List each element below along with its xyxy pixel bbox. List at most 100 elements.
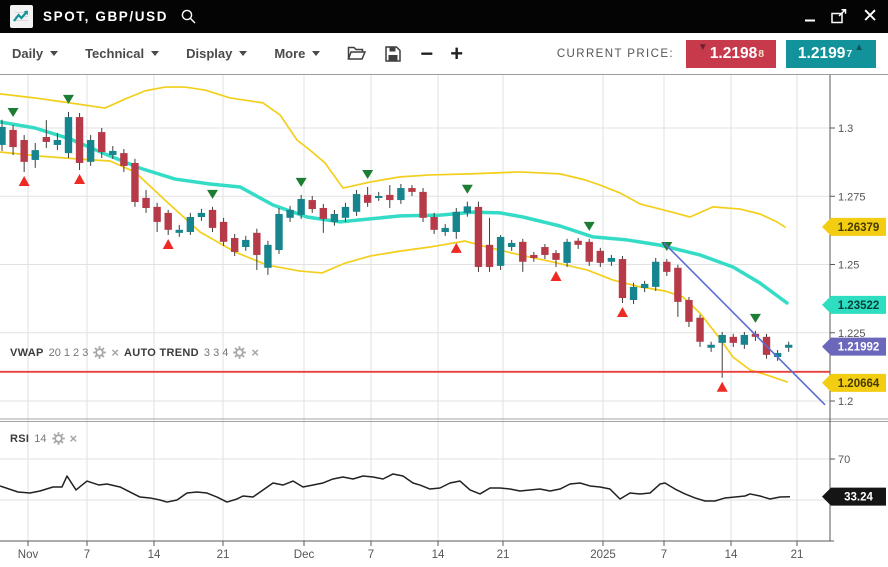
time-axis-label: 21 xyxy=(791,549,804,561)
save-icon[interactable] xyxy=(385,45,402,62)
candle xyxy=(784,341,793,352)
candle xyxy=(0,119,6,151)
candle xyxy=(718,331,726,378)
candle xyxy=(186,212,195,236)
candle xyxy=(330,209,339,226)
rsi-line xyxy=(0,473,791,503)
price-axis-label: 1.3 xyxy=(838,123,853,135)
settings-gear-icon[interactable] xyxy=(233,346,247,359)
time-axis-label: 7 xyxy=(368,549,374,561)
candle xyxy=(685,296,693,328)
title-bar: SPOT, GBP/USD ✕ xyxy=(0,0,888,33)
candle xyxy=(131,158,139,207)
timeframe-menu[interactable]: Daily xyxy=(12,46,59,61)
minimize-button[interactable] xyxy=(804,11,816,23)
price-chart-canvas[interactable]: 1.3 1.275 1.25 1.225 1.2 70 Nov 7 14 21 Dec 7 14 21 20… xyxy=(0,75,888,567)
candle xyxy=(419,188,427,222)
price-level-badge xyxy=(822,373,886,392)
moving-average-line xyxy=(0,120,789,305)
candle xyxy=(541,244,549,260)
candle xyxy=(696,314,704,347)
technical-menu[interactable]: Technical xyxy=(85,46,160,61)
candle xyxy=(496,235,505,270)
chevron-down-icon xyxy=(239,51,248,56)
candle xyxy=(629,282,638,305)
candle xyxy=(375,191,383,201)
zoom-out-button[interactable]: − xyxy=(420,40,434,66)
candle xyxy=(275,207,283,254)
display-menu[interactable]: Display xyxy=(186,46,248,61)
popout-button[interactable] xyxy=(831,9,847,24)
close-button[interactable]: ✕ xyxy=(862,6,878,27)
settings-gear-icon[interactable] xyxy=(93,346,107,359)
candle xyxy=(640,280,649,293)
price-up-arrow-icon: ▲ xyxy=(854,41,865,53)
zoom-in-button[interactable]: + xyxy=(450,40,464,66)
candle xyxy=(319,203,328,233)
time-axis-label: 7 xyxy=(84,549,90,561)
candle xyxy=(20,135,28,172)
candle xyxy=(519,238,527,272)
ask-price-fraction: 7 xyxy=(846,47,853,60)
more-menu[interactable]: More xyxy=(274,46,321,61)
candle xyxy=(352,189,361,216)
candle xyxy=(729,333,737,347)
candle xyxy=(363,186,372,207)
time-axis-label: 21 xyxy=(497,549,510,561)
candle xyxy=(452,207,460,239)
symbol-title: SPOT, GBP/USD xyxy=(43,9,169,24)
remove-indicator-icon[interactable]: × xyxy=(111,344,119,360)
candle xyxy=(109,146,117,159)
candle xyxy=(297,194,305,219)
price-level-badge xyxy=(822,487,886,506)
bid-price: 1.2198 xyxy=(709,44,758,62)
candle xyxy=(663,259,671,276)
candle xyxy=(86,135,95,166)
candle xyxy=(574,238,582,249)
candle xyxy=(98,128,106,159)
candle xyxy=(120,149,128,172)
bid-price-badge: ▼ 1.2198 8 xyxy=(686,39,776,68)
candle xyxy=(674,264,682,317)
search-icon[interactable] xyxy=(180,8,197,25)
candle xyxy=(474,201,483,272)
sell-signal-icon xyxy=(583,221,595,231)
candle xyxy=(308,195,316,213)
candle xyxy=(75,112,84,171)
buy-signal-icon xyxy=(616,306,628,317)
buy-signal-icon xyxy=(450,242,462,253)
time-axis-label: 7 xyxy=(661,549,667,561)
buy-signal-icon xyxy=(550,270,562,281)
auto-trend-line[interactable] xyxy=(663,242,826,406)
candle xyxy=(773,349,782,361)
buy-signal-icon xyxy=(74,174,86,185)
bollinger-upper-band xyxy=(0,86,786,228)
chevron-down-icon xyxy=(312,51,321,56)
price-axis-label: 1.25 xyxy=(838,260,859,272)
chart-area: 1.3 1.275 1.25 1.225 1.2 70 Nov 7 14 21 Dec 7 14 21 20… xyxy=(0,75,888,567)
settings-gear-icon[interactable] xyxy=(51,432,65,445)
remove-indicator-icon[interactable]: × xyxy=(69,430,78,446)
rsi-name: RSI xyxy=(10,432,30,445)
open-folder-icon[interactable] xyxy=(347,46,367,61)
bid-price-fraction: 8 xyxy=(758,47,765,60)
candle xyxy=(652,257,660,291)
vwap-indicator-label: VWAP 20 1 2 3 × xyxy=(10,346,119,359)
rsi-level-label: 70 xyxy=(838,454,850,466)
vwap-name: VWAP xyxy=(10,346,44,359)
buy-signal-icon xyxy=(716,381,728,392)
price-level-badge-value: 1.23522 xyxy=(838,300,880,312)
buy-signal-icon xyxy=(162,239,174,250)
timeframe-menu-label: Daily xyxy=(12,46,44,61)
remove-indicator-icon[interactable]: × xyxy=(251,344,259,360)
vwap-params: 20 1 2 3 xyxy=(48,346,89,359)
app-logo-icon xyxy=(10,5,33,28)
candle xyxy=(707,341,715,352)
time-axis-label: Nov xyxy=(18,549,39,561)
price-level-badge-value: 1.20664 xyxy=(838,378,880,390)
candle xyxy=(585,238,593,266)
candle xyxy=(64,111,73,159)
price-level-badge-value: 33.24 xyxy=(844,492,873,504)
time-axis-label: 14 xyxy=(725,549,738,561)
